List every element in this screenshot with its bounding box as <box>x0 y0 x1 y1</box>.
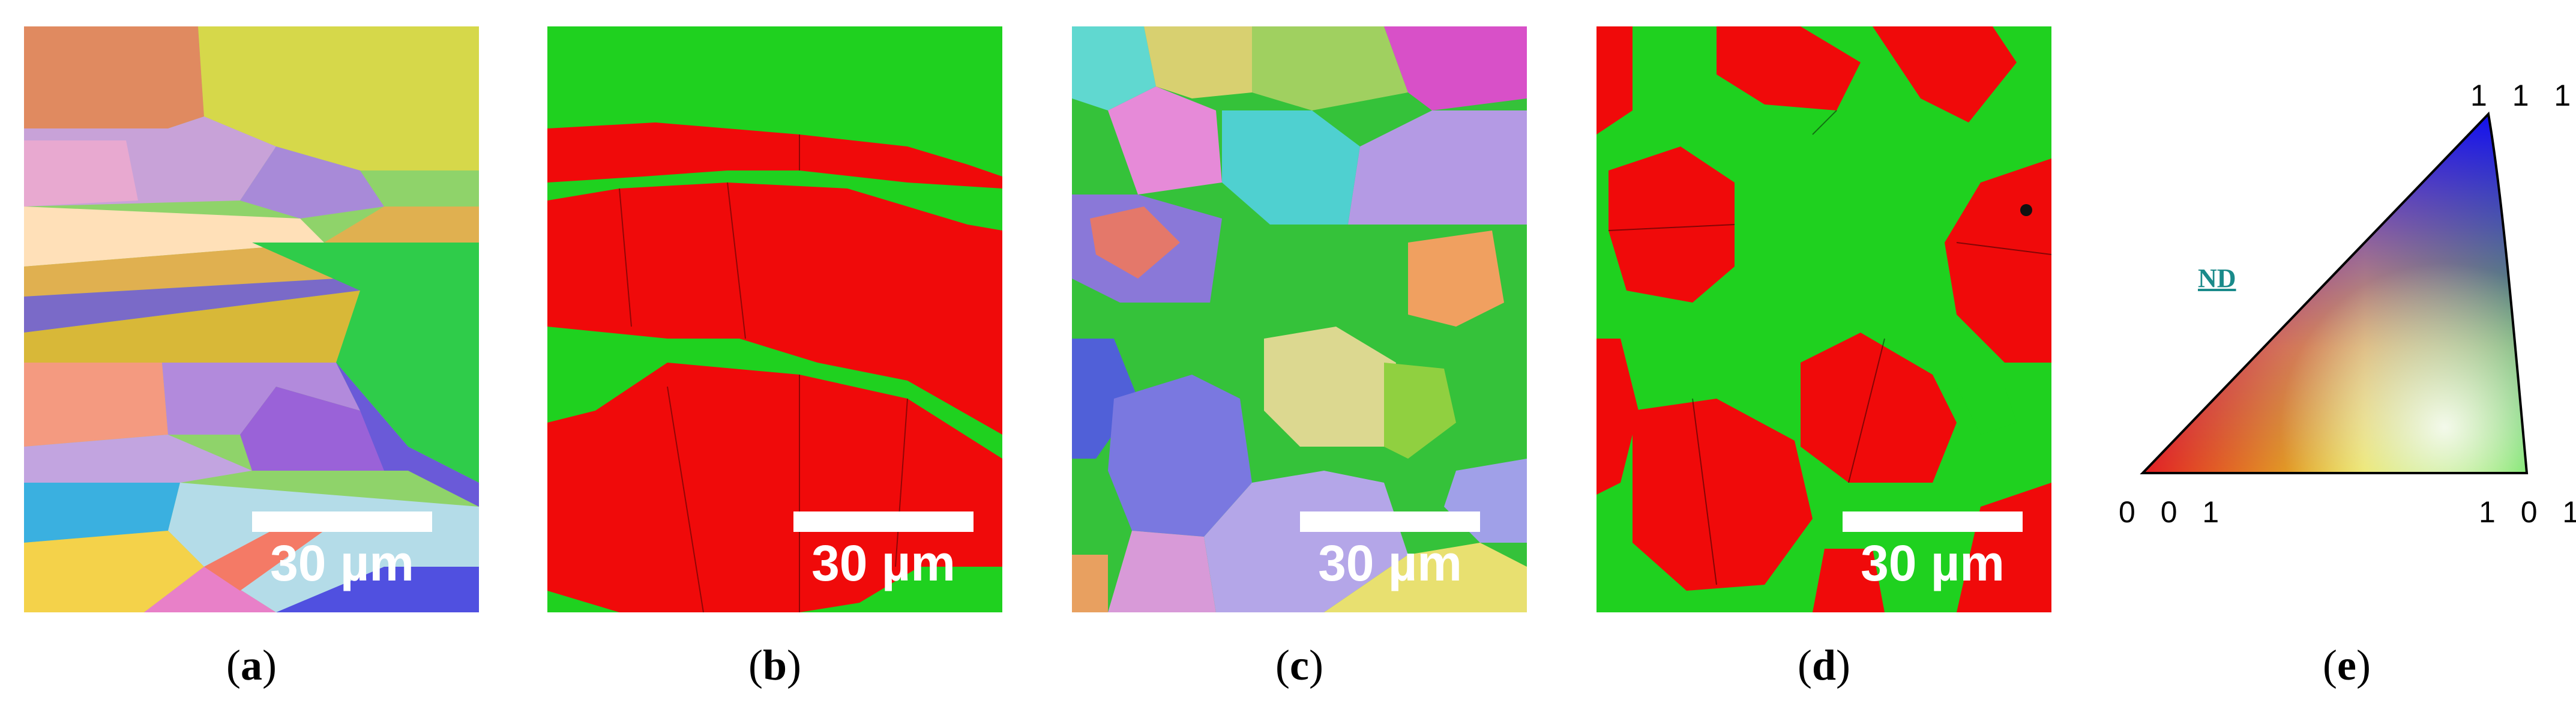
scale-bar-label: 30 µm <box>1861 535 2005 591</box>
panel-b-caption: (b) <box>748 641 801 689</box>
nd-label: ND <box>2198 264 2236 293</box>
corner-label-101: 1 0 1 <box>2479 495 2576 529</box>
phase-map-panel-d: 30 µm <box>1596 26 2051 612</box>
phase-map-panel-b: 30 µm <box>547 26 1002 612</box>
panel-d-caption: (d) <box>1797 641 1850 689</box>
panel-c-caption: (c) <box>1275 641 1323 689</box>
panel-a-caption: (a) <box>226 641 277 689</box>
scale-bar <box>1300 511 1480 532</box>
ipf-color-triangle <box>2140 111 2529 474</box>
scale-bar-label: 30 µm <box>270 535 414 591</box>
panel-e-caption: (e) <box>2323 641 2371 689</box>
corner-label-001: 0 0 1 <box>2119 495 2228 529</box>
scale-bar-label: 30 µm <box>1318 535 1462 591</box>
scale-bar <box>793 511 974 532</box>
corner-label-111: 1 1 1 <box>2470 79 2576 112</box>
scale-bar <box>252 511 432 532</box>
phase-map-b-image <box>547 26 1002 612</box>
scale-bar <box>1843 511 2023 532</box>
ipf-map-panel-a: 30 µm <box>24 26 479 612</box>
ipf-color-key <box>2107 90 2576 558</box>
scale-bar-label: 30 µm <box>811 535 955 591</box>
ipf-map-a-image <box>24 26 479 612</box>
ipf-map-panel-c: 30 µm <box>1072 26 1527 612</box>
